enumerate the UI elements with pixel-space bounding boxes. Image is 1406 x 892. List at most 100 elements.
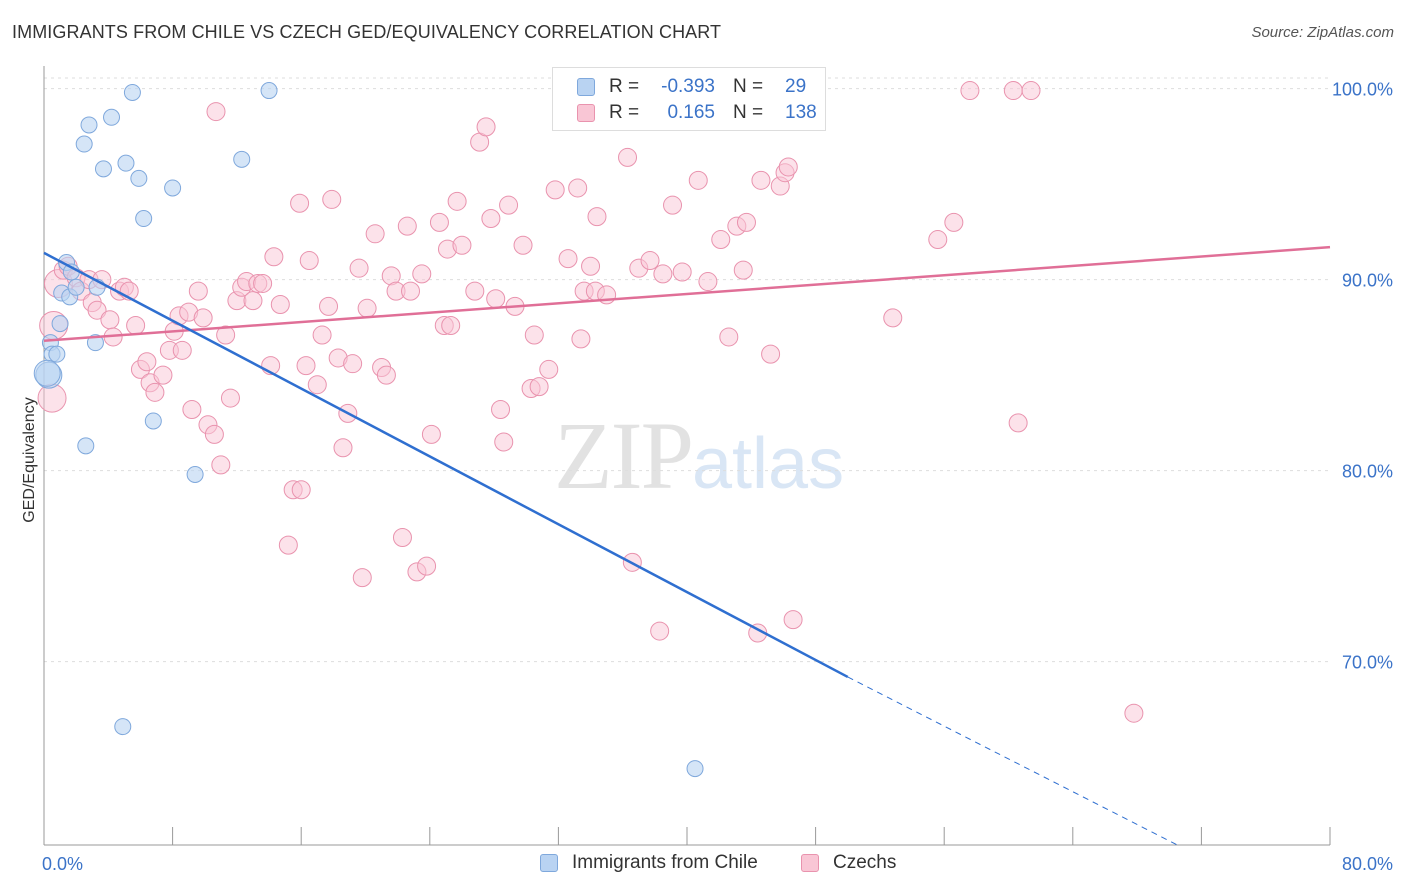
- czech-point: [494, 432, 514, 452]
- czech-point: [736, 212, 756, 232]
- legend-r-label: R =: [609, 76, 640, 97]
- czech-point: [688, 170, 708, 190]
- czech-point: [476, 117, 496, 137]
- bottom-legend-czechs-label: Czechs: [833, 852, 897, 873]
- chile-point: [94, 160, 112, 178]
- czech-point: [529, 377, 549, 397]
- czech-point: [539, 359, 559, 379]
- czech-point: [486, 289, 506, 309]
- legend-r-label: R =: [609, 102, 640, 123]
- czech-point: [421, 424, 441, 444]
- tick-labels: 70.0% 80.0% 90.0% 100.0% 0.0% 80.0%: [42, 80, 1393, 874]
- czech-point: [243, 291, 263, 311]
- czech-point: [883, 308, 903, 328]
- czech-point: [296, 356, 316, 376]
- bottom-legend-chile-label: Immigrants from Chile: [572, 852, 758, 873]
- czech-point: [944, 212, 964, 232]
- legend-n-label: N =: [733, 76, 764, 97]
- chile-point: [117, 154, 135, 172]
- czech-point: [290, 193, 310, 213]
- czech-point: [1008, 413, 1028, 433]
- chart-title: IMMIGRANTS FROM CHILE VS CZECH GED/EQUIV…: [12, 22, 722, 42]
- czech-point: [733, 260, 753, 280]
- czech-point: [145, 382, 165, 402]
- series-czechs: [37, 81, 1144, 723]
- chile-point: [186, 465, 204, 483]
- czech-point: [778, 157, 798, 177]
- legend-row-czechs: R = 0.165 N = 138: [577, 101, 825, 125]
- czech-point: [417, 556, 437, 576]
- chile-trend-extension: [847, 676, 1178, 846]
- bottom-legend-chile: Immigrants from Chile: [540, 852, 758, 874]
- chile-point: [260, 82, 278, 100]
- czech-point: [392, 527, 412, 547]
- czech-point: [1124, 703, 1144, 723]
- czech-point: [307, 375, 327, 395]
- chile-point: [33, 359, 61, 387]
- series-chile: [33, 82, 704, 778]
- czech-point: [581, 256, 601, 276]
- czech-point: [465, 281, 485, 301]
- czech-point: [412, 264, 432, 284]
- czech-point: [376, 365, 396, 385]
- czech-point: [452, 235, 472, 255]
- czech-point: [960, 81, 980, 101]
- y-tick-label: 100.0%: [1332, 80, 1393, 100]
- czech-point: [343, 354, 363, 374]
- czech-point: [698, 272, 718, 292]
- czech-point: [928, 230, 948, 250]
- x-tick-label: 0.0%: [42, 854, 83, 874]
- czech-point: [349, 258, 369, 278]
- czech-point: [137, 352, 157, 372]
- czech-point: [441, 315, 461, 335]
- czech-point: [211, 455, 231, 475]
- czech-point: [253, 273, 273, 293]
- chile-point: [103, 108, 121, 126]
- chile-point: [48, 345, 66, 363]
- czech-point: [1021, 81, 1041, 101]
- chile-point: [80, 116, 98, 134]
- czech-point: [587, 207, 607, 227]
- czech-point: [491, 400, 511, 420]
- chile-point: [75, 135, 93, 153]
- czech-point: [312, 325, 332, 345]
- chile-point: [67, 278, 85, 296]
- czech-point: [447, 191, 467, 211]
- czech-point: [357, 298, 377, 318]
- czech-point: [618, 147, 638, 167]
- czech-point: [206, 102, 226, 122]
- czech-point: [37, 383, 67, 413]
- czech-point: [1003, 81, 1023, 101]
- czech-swatch: [577, 104, 595, 122]
- czech-point: [299, 251, 319, 271]
- chile-point: [686, 760, 704, 778]
- czech-point: [319, 296, 339, 316]
- czech-swatch: [801, 854, 819, 872]
- czech-point: [751, 170, 771, 190]
- chile-point: [77, 437, 95, 455]
- czech-point: [558, 249, 578, 269]
- czech-point: [291, 480, 311, 500]
- czech-point: [193, 308, 213, 328]
- chile-point: [123, 83, 141, 101]
- y-tick-label: 80.0%: [1342, 462, 1393, 482]
- czech-point: [216, 325, 236, 345]
- czech-point: [640, 251, 660, 271]
- chile-point: [86, 334, 104, 352]
- source-credit: Source: ZipAtlas.com: [1251, 24, 1394, 41]
- y-tick-label: 90.0%: [1342, 271, 1393, 291]
- y-tick-label: 70.0%: [1342, 653, 1393, 673]
- chile-swatch: [577, 78, 595, 96]
- chile-trend-line: [43, 251, 849, 679]
- czech-point: [352, 568, 372, 588]
- czech-point: [429, 212, 449, 232]
- legend-r-value: 0.165: [667, 102, 715, 123]
- bottom-legend-czechs: Czechs: [801, 852, 896, 874]
- czech-point: [333, 438, 353, 458]
- czech-point: [513, 235, 533, 255]
- czech-point: [278, 535, 298, 555]
- axes: [43, 66, 1331, 846]
- chile-point: [51, 315, 69, 333]
- chile-point: [114, 718, 132, 736]
